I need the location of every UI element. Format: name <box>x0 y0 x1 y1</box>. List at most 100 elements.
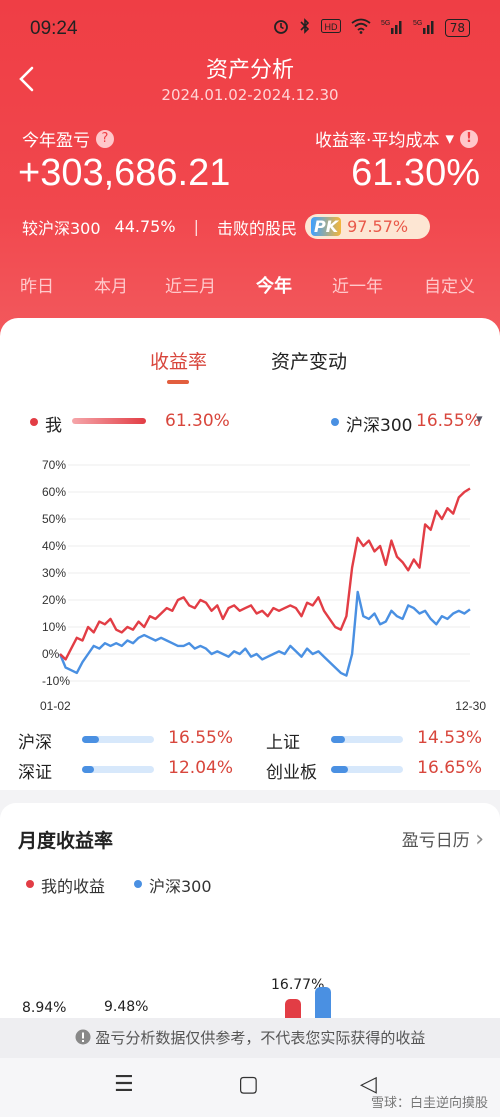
comparison-row: 较沪深300 44.75% | 击败的股民 PK 97.57% <box>22 214 431 239</box>
watermark: 雪球：白圭逆向摸股 <box>370 1096 488 1111</box>
beat-label: 击败的股民 <box>216 218 297 238</box>
y-tick-label: -10% <box>42 674 70 688</box>
monthly-legend-bench: 沪深300 <box>149 877 212 896</box>
rate-value: 61.30% <box>351 152 480 194</box>
index-name: 创业板 <box>266 763 317 783</box>
status-bar: 09:24 HD 5G 5G 78 <box>0 0 500 58</box>
return-line-chart: 70% 60% 50% 40% 30% 20% 10% 0% -10% 01-02 12-30 <box>40 458 486 713</box>
caret-down-icon[interactable]: ▾ <box>445 128 454 149</box>
index-bar <box>331 766 403 773</box>
index-bar <box>82 766 154 773</box>
chart-legend: 我 61.30% 沪深300 16.55% ▾ <box>0 411 500 436</box>
index-name: 沪深 <box>18 733 52 753</box>
period-tab-month[interactable]: 本月 <box>94 277 128 297</box>
benchmark-caret-icon[interactable]: ▾ <box>476 412 483 427</box>
vs-label: 较沪深300 <box>22 218 101 238</box>
status-time: 09:24 <box>30 18 78 39</box>
y-tick-label: 0% <box>42 647 60 661</box>
chevron-right-icon[interactable]: › <box>475 827 484 852</box>
series-line-bench <box>58 590 471 677</box>
help-icon[interactable]: ? <box>96 129 114 148</box>
legend-dot-mine <box>26 880 34 888</box>
y-tick-label: 70% <box>42 458 66 472</box>
date-range: 2024.01.02-2024.12.30 <box>161 86 339 104</box>
legend-mine-label: 我 <box>45 416 62 436</box>
bluetooth-icon <box>299 18 311 38</box>
period-tab-3months[interactable]: 近三月 <box>165 277 216 297</box>
index-row-1: 沪深 16.55% 上证 14.53% <box>0 728 500 753</box>
period-tab-1year[interactable]: 近一年 <box>332 277 383 297</box>
index-value: 16.65% <box>417 758 482 778</box>
divider: | <box>193 217 199 236</box>
hero-header: 09:24 HD 5G 5G 78 资产分析 2024.01 <box>0 0 500 345</box>
legend-mine-swatch <box>72 418 146 424</box>
beat-value[interactable]: 97.57% <box>347 217 409 236</box>
svg-text:5G: 5G <box>413 20 422 27</box>
rate-label[interactable]: 收益率·平均成本 <box>315 131 440 151</box>
index-bar-fill <box>82 766 94 773</box>
pl-calendar-label[interactable]: 盈亏日历 <box>401 831 470 851</box>
page-title: 资产分析 <box>205 58 294 83</box>
signal-5g-icon: 5G <box>413 18 435 38</box>
monthly-bar-label: 8.94% <box>22 1000 67 1017</box>
info-icon[interactable]: ! <box>460 129 478 148</box>
system-nav-bar: ☰ ▢ ◁ <box>0 1058 500 1117</box>
monthly-bar-bench[interactable] <box>315 987 331 1018</box>
index-name: 上证 <box>266 733 300 753</box>
x-tick-label-start: 01-02 <box>40 699 71 713</box>
period-tab-custom[interactable]: 自定义 <box>424 277 475 297</box>
status-icons: HD 5G 5G 78 <box>273 18 470 38</box>
index-bar-fill <box>331 766 349 773</box>
monthly-title: 月度收益率 <box>18 830 114 852</box>
monthly-bar-label: 9.48% <box>104 998 149 1015</box>
y-tick-label: 40% <box>42 539 66 553</box>
index-row-2: 深证 12.04% 创业板 16.65% <box>0 758 500 783</box>
legend-bench-value[interactable]: 16.55% <box>416 411 481 431</box>
monthly-bar-label: 16.77% <box>271 977 325 994</box>
active-tab-indicator <box>167 380 189 384</box>
monthly-bar-mine[interactable] <box>285 999 301 1018</box>
index-value: 16.55% <box>168 728 233 748</box>
period-tab-ytd[interactable]: 今年 <box>256 276 292 297</box>
x-tick-label-end: 12-30 <box>455 699 486 713</box>
home-icon[interactable]: ▢ <box>238 1072 259 1097</box>
y-tick-label: 20% <box>42 593 66 607</box>
index-name: 深证 <box>18 763 52 783</box>
battery-icon: 78 <box>444 19 470 37</box>
series-line-mine <box>59 487 471 661</box>
monthly-legend-mine: 我的收益 <box>41 877 106 896</box>
y-tick-label: 30% <box>42 566 66 580</box>
back-chevron-icon[interactable] <box>14 64 44 94</box>
legend-bench-label[interactable]: 沪深300 <box>346 416 413 436</box>
pl-value: +303,686.21 <box>18 152 231 194</box>
pk-pill[interactable]: PK 97.57% <box>304 214 431 239</box>
tab-return-rate[interactable]: 收益率 <box>150 351 208 373</box>
period-tab-yesterday[interactable]: 昨日 <box>20 277 54 297</box>
tab-asset-change[interactable]: 资产变动 <box>271 351 348 373</box>
svg-text:5G: 5G <box>381 20 390 27</box>
return-chart-card: 收益率 资产变动 我 61.30% 沪深300 16.55% ▾ 70% 60% 5… <box>0 318 500 790</box>
disclaimer-text: 盈亏分析数据仅供参考，不代表您实际获得的收益 <box>95 1029 426 1047</box>
pl-calendar-link[interactable]: 盈亏日历 › <box>402 826 484 852</box>
index-value: 12.04% <box>168 758 233 778</box>
y-tick-label: 60% <box>42 485 66 499</box>
monthly-return-card: 月度收益率 盈亏日历 › 我的收益 沪深300 8.94% 9.48% 16.77% <box>0 803 500 1018</box>
pk-icon[interactable]: PK <box>310 217 342 236</box>
index-bar <box>82 736 154 743</box>
index-bar-fill <box>82 736 100 743</box>
svg-text:HD: HD <box>324 22 337 32</box>
period-tabs: 昨日 本月 近三月 今年 近一年 自定义 <box>0 272 500 298</box>
legend-dot-mine <box>30 418 38 426</box>
info-icon <box>75 1029 96 1047</box>
back-icon[interactable]: ◁ <box>360 1072 377 1097</box>
y-tick-label: 10% <box>42 620 66 634</box>
rate-mode-selector[interactable]: 收益率·平均成本 ▾ ! <box>315 126 478 151</box>
legend-mine-value: 61.30% <box>165 411 230 431</box>
pl-label: 今年盈亏 <box>22 131 90 151</box>
menu-icon[interactable]: ☰ <box>114 1072 134 1097</box>
legend-dot-bench <box>331 418 339 426</box>
wifi-icon <box>351 18 371 38</box>
disclaimer-bar: 盈亏分析数据仅供参考，不代表您实际获得的收益 <box>0 1018 500 1058</box>
index-value: 14.53% <box>417 728 482 748</box>
signal-5g-icon: 5G <box>381 18 403 38</box>
